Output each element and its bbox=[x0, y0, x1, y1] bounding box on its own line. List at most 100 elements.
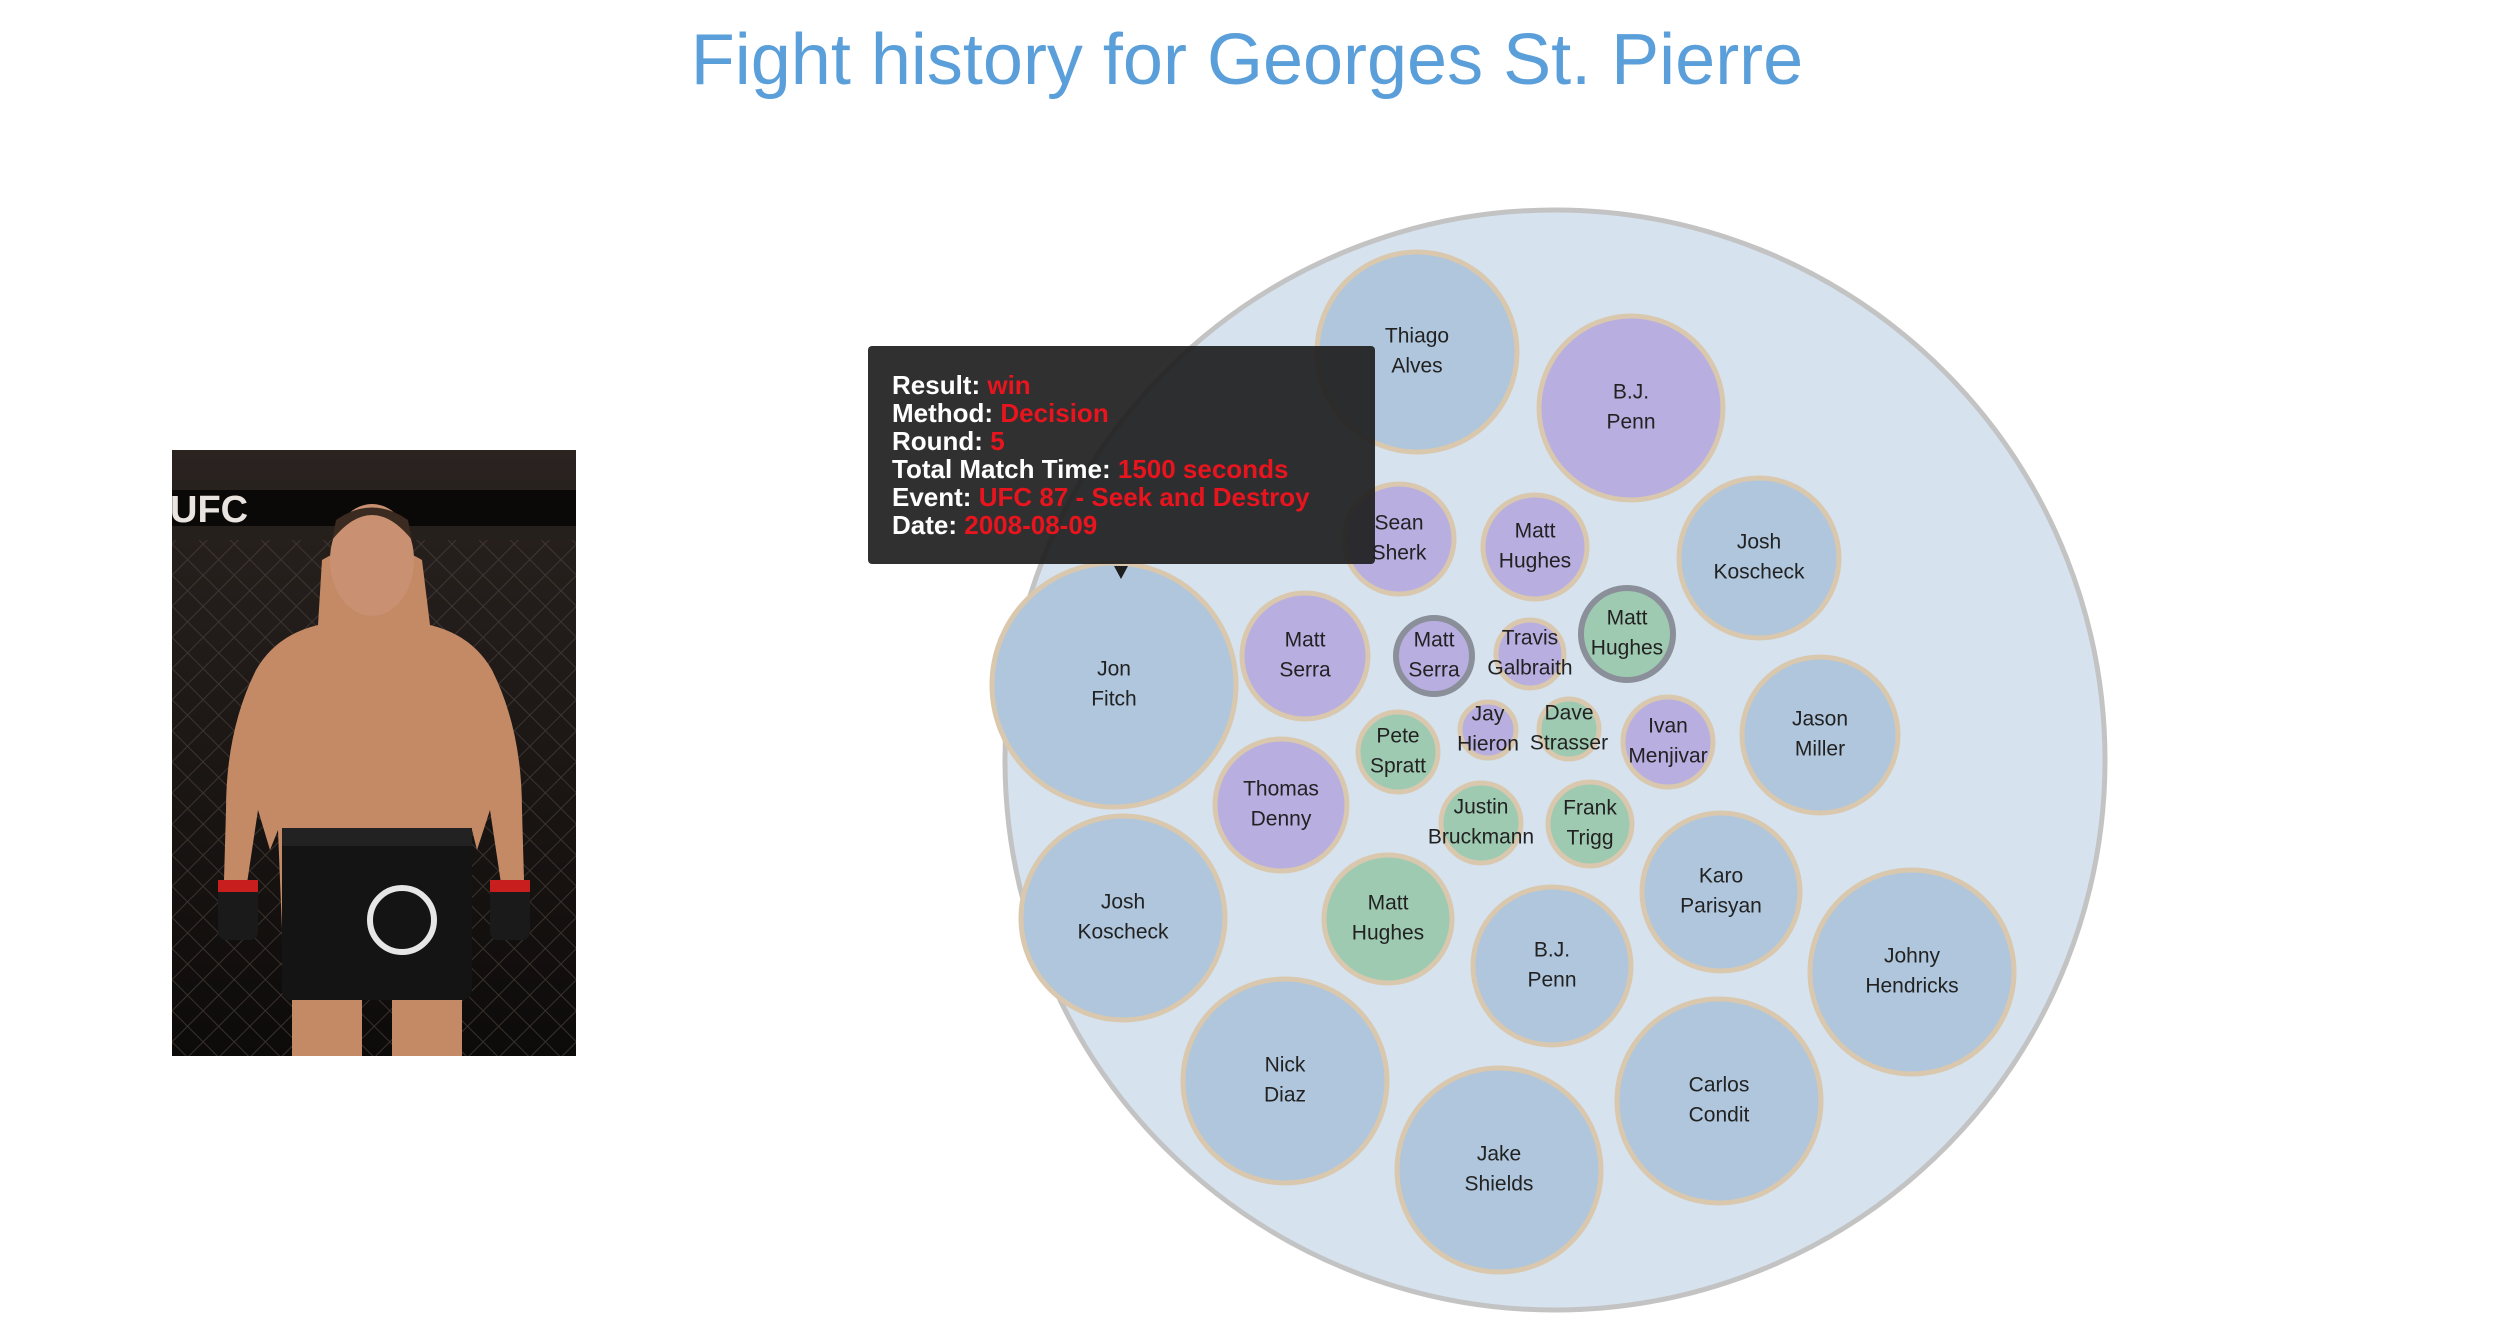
fighter-last-name: Fitch bbox=[1091, 688, 1137, 711]
fighter-bubble-circle[interactable] bbox=[1578, 585, 1676, 683]
fighter-bubble-circle[interactable] bbox=[1321, 852, 1455, 986]
fighter-bubble-circle[interactable] bbox=[1639, 810, 1803, 974]
fighter-bubble-b-j-penn[interactable]: B.J. Penn bbox=[1536, 313, 1726, 503]
fighter-bubble-jake-shields[interactable]: Jake Shields bbox=[1394, 1065, 1604, 1275]
fighter-last-name: Menjivar bbox=[1628, 745, 1707, 768]
tooltip-value: UFC 87 - Seek and Destroy bbox=[978, 482, 1310, 512]
fighter-first-name: Justin bbox=[1454, 796, 1509, 819]
tooltip-row-round: Round: 5 bbox=[892, 427, 1351, 455]
fighter-bubble-circle[interactable] bbox=[1438, 780, 1524, 866]
fighter-bubble-jay-hieron[interactable]: Jay Hieron bbox=[1457, 699, 1519, 761]
fighter-bubble-ivan-menjivar[interactable]: Ivan Menjivar bbox=[1620, 694, 1716, 790]
fighter-last-name: Koscheck bbox=[1077, 921, 1169, 944]
fighter-bubble-nick-diaz[interactable]: Nick Diaz bbox=[1180, 976, 1390, 1186]
fighter-bubble-josh-koscheck[interactable]: Josh Koscheck bbox=[1676, 475, 1842, 641]
page-title: Fight history for Georges St. Pierre bbox=[690, 20, 1804, 100]
fighter-bubble-johny-hendricks[interactable]: Johny Hendricks bbox=[1807, 867, 2017, 1077]
fighter-first-name: Ivan bbox=[1648, 715, 1688, 738]
fighter-last-name: Hendricks bbox=[1865, 975, 1958, 998]
fighter-bubble-circle[interactable] bbox=[1807, 867, 2017, 1077]
fighter-bubble-circle[interactable] bbox=[1620, 694, 1716, 790]
tooltip-label: Round: bbox=[892, 426, 983, 456]
tooltip-label: Total Match Time: bbox=[892, 454, 1111, 484]
fighter-bubble-circle[interactable] bbox=[1536, 313, 1726, 503]
tooltip-row-event: Event: UFC 87 - Seek and Destroy bbox=[892, 483, 1351, 511]
ufc-logo: UFC bbox=[172, 489, 248, 531]
fighter-bubble-thomas-denny[interactable]: Thomas Denny bbox=[1212, 736, 1350, 874]
tooltip-pointer-icon bbox=[1114, 566, 1128, 579]
fighter-bubble-circle[interactable] bbox=[1355, 709, 1441, 795]
fighter-first-name: Jake bbox=[1477, 1143, 1521, 1166]
tooltip-value: win bbox=[987, 370, 1031, 400]
fighter-bubble-jon-fitch[interactable]: Jon Fitch bbox=[989, 560, 1239, 810]
fighter-bubble-circle[interactable] bbox=[1676, 475, 1842, 641]
fighter-bubble-circle[interactable] bbox=[1493, 617, 1567, 691]
fighter-bubble-karo-parisyan[interactable]: Karo Parisyan bbox=[1639, 810, 1803, 974]
fighter-last-name: Hieron bbox=[1457, 733, 1519, 756]
tooltip-row-result: Result: win bbox=[892, 371, 1351, 399]
fighter-bubble-matt-hughes[interactable]: Matt Hughes bbox=[1578, 585, 1676, 683]
fighter-last-name: Alves bbox=[1391, 355, 1442, 378]
fighter-last-name: Strasser bbox=[1530, 732, 1608, 755]
fighter-bubble-carlos-condit[interactable]: Carlos Condit bbox=[1614, 996, 1824, 1206]
fighter-last-name: Diaz bbox=[1264, 1084, 1306, 1107]
fighter-bubble-circle[interactable] bbox=[1393, 615, 1475, 697]
fighter-bubble-circle[interactable] bbox=[1470, 884, 1634, 1048]
fighter-first-name: Matt bbox=[1515, 520, 1556, 543]
fighter-first-name: Thomas bbox=[1243, 778, 1319, 801]
fighter-bubble-circle[interactable] bbox=[1545, 779, 1635, 869]
fighter-last-name: Sherk bbox=[1372, 542, 1427, 565]
tooltip-value: 5 bbox=[990, 426, 1005, 456]
tooltip-label: Result: bbox=[892, 370, 981, 400]
fighter-bubble-circle[interactable] bbox=[989, 560, 1239, 810]
tooltip-row-method: Method: Decision bbox=[892, 399, 1351, 427]
fighter-first-name: Travis bbox=[1502, 627, 1558, 650]
fighter-first-name: Matt bbox=[1368, 892, 1409, 915]
fighter-bubble-frank-trigg[interactable]: Frank Trigg bbox=[1545, 779, 1635, 869]
fighter-bubble-circle[interactable] bbox=[1212, 736, 1350, 874]
fighter-bubble-matt-hughes[interactable]: Matt Hughes bbox=[1321, 852, 1455, 986]
tooltip-label: Method: bbox=[892, 398, 994, 428]
fighter-bubble-josh-koscheck[interactable]: Josh Koscheck bbox=[1018, 813, 1228, 1023]
fight-tooltip: Result: win Method: Decision Round: 5 To… bbox=[868, 346, 1375, 564]
fighter-first-name: Matt bbox=[1285, 629, 1326, 652]
fighter-first-name: Thiago bbox=[1385, 325, 1449, 348]
fighter-first-name: Jon bbox=[1097, 658, 1131, 681]
fighter-bubble-justin-bruckmann[interactable]: Justin Bruckmann bbox=[1428, 780, 1534, 866]
fighter-bubble-dave-strasser[interactable]: Dave Strasser bbox=[1530, 696, 1608, 762]
fighter-bubble-circle[interactable] bbox=[1739, 654, 1901, 816]
fighter-first-name: Frank bbox=[1563, 797, 1617, 820]
fighter-bubble-pete-spratt[interactable]: Pete Spratt bbox=[1355, 709, 1441, 795]
tooltip-value: 1500 seconds bbox=[1117, 454, 1289, 484]
fighter-last-name: Serra bbox=[1279, 659, 1331, 682]
fighter-bubble-matt-serra[interactable]: Matt Serra bbox=[1393, 615, 1475, 697]
fighter-first-name: Jason bbox=[1792, 708, 1848, 731]
fighter-bubble-circle[interactable] bbox=[1180, 976, 1390, 1186]
fighter-first-name: Matt bbox=[1607, 607, 1648, 630]
tooltip-value: Decision bbox=[1000, 398, 1109, 428]
fighter-first-name: Nick bbox=[1265, 1054, 1306, 1077]
fighter-bubble-circle[interactable] bbox=[1239, 590, 1371, 722]
fighter-last-name: Penn bbox=[1527, 969, 1576, 992]
fighter-bubble-circle[interactable] bbox=[1614, 996, 1824, 1206]
fighter-bubble-circle[interactable] bbox=[1536, 696, 1602, 762]
fighter-bubble-jason-miller[interactable]: Jason Miller bbox=[1739, 654, 1901, 816]
fighter-bubble-circle[interactable] bbox=[1394, 1065, 1604, 1275]
fighter-bubble-circle[interactable] bbox=[1457, 699, 1519, 761]
fighter-bubble-matt-hughes[interactable]: Matt Hughes bbox=[1480, 492, 1590, 602]
fighter-bubble-travis-galbraith[interactable]: Travis Galbraith bbox=[1487, 617, 1573, 691]
fighter-last-name: Condit bbox=[1689, 1104, 1750, 1127]
tooltip-value: 2008-08-09 bbox=[964, 510, 1098, 540]
fighter-bubble-circle[interactable] bbox=[1480, 492, 1590, 602]
tooltip-row-time: Total Match Time: 1500 seconds bbox=[892, 455, 1351, 483]
fighter-bubble-circle[interactable] bbox=[1018, 813, 1228, 1023]
fighter-first-name: Pete bbox=[1376, 725, 1419, 748]
fighter-bubble-b-j-penn[interactable]: B.J. Penn bbox=[1470, 884, 1634, 1048]
fighter-bubble-matt-serra[interactable]: Matt Serra bbox=[1239, 590, 1371, 722]
fighter-first-name: B.J. bbox=[1534, 939, 1570, 962]
fighter-last-name: Trigg bbox=[1566, 827, 1613, 850]
fighter-first-name: Josh bbox=[1101, 891, 1145, 914]
fighter-last-name: Hughes bbox=[1352, 922, 1424, 945]
fighter-last-name: Denny bbox=[1251, 808, 1312, 831]
